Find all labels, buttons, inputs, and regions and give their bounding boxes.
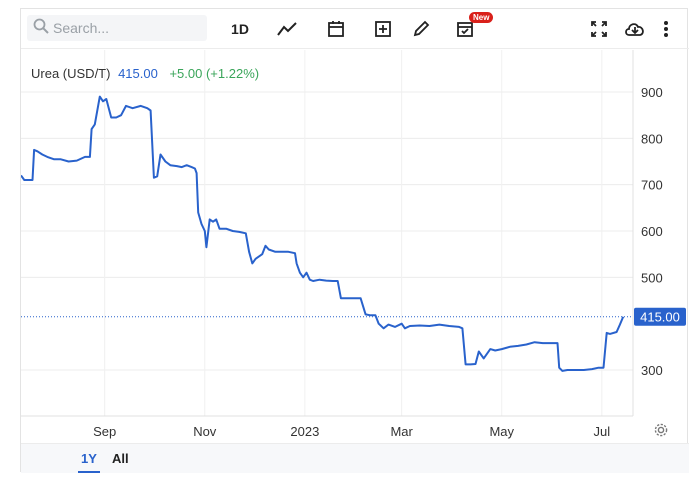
legend-price: 415.00: [118, 66, 158, 81]
more-vertical-icon[interactable]: [657, 17, 675, 41]
range-selector: 1Y All: [21, 443, 689, 473]
chart-toolbar: 1D New: [21, 9, 689, 49]
price-series-line: [21, 95, 625, 372]
x-tick-label: May: [489, 424, 514, 439]
x-tick-label: 2023: [290, 424, 319, 439]
draw-pencil-icon[interactable]: [409, 17, 433, 41]
settings-gear-icon[interactable]: [653, 422, 669, 438]
calendar-check-icon[interactable]: [453, 17, 477, 41]
x-tick-label: Nov: [193, 424, 217, 439]
y-tick-label: 800: [641, 131, 663, 146]
legend-change: +5.00 (+1.22%): [169, 66, 260, 81]
search-input[interactable]: [53, 20, 193, 36]
x-tick-label: Mar: [390, 424, 413, 439]
search-box[interactable]: [27, 15, 207, 41]
axes: 900 800 700 600 500 300 Sep Nov 2023 Mar May Jul: [21, 50, 663, 439]
chart-legend: Urea (USD/T) 415.00 +5.00 (+1.22%): [31, 66, 259, 81]
range-1y-button[interactable]: 1Y: [78, 451, 100, 473]
grid: [21, 50, 633, 416]
last-price-label: 415.00: [640, 310, 680, 325]
y-tick-label: 900: [641, 85, 663, 100]
y-tick-label: 700: [641, 178, 663, 193]
x-tick-label: Sep: [93, 424, 116, 439]
new-badge: New: [469, 12, 494, 23]
range-all-button[interactable]: All: [112, 451, 129, 466]
series: [21, 95, 625, 372]
last-price-label-group: 415.00: [21, 307, 686, 326]
x-tick-label: Jul: [594, 424, 611, 439]
search-icon: [33, 18, 49, 39]
legend-symbol: Urea (USD/T): [31, 66, 111, 81]
fullscreen-icon[interactable]: [587, 17, 611, 41]
line-chart-icon[interactable]: [275, 17, 299, 41]
y-tick-label: 300: [641, 363, 663, 378]
y-tick-label: 600: [641, 224, 663, 239]
add-indicator-icon[interactable]: [371, 17, 395, 41]
download-cloud-icon[interactable]: [621, 17, 649, 41]
chart-area[interactable]: 900 800 700 600 500 300 Sep Nov 2023 Mar May Jul 41…: [21, 50, 689, 443]
interval-button[interactable]: 1D: [231, 21, 249, 37]
price-chart[interactable]: 900 800 700 600 500 300 Sep Nov 2023 Mar May Jul 41…: [21, 50, 689, 443]
calendar-icon[interactable]: [324, 17, 348, 41]
y-tick-label: 500: [641, 270, 663, 285]
last-price-tag: [634, 307, 686, 326]
